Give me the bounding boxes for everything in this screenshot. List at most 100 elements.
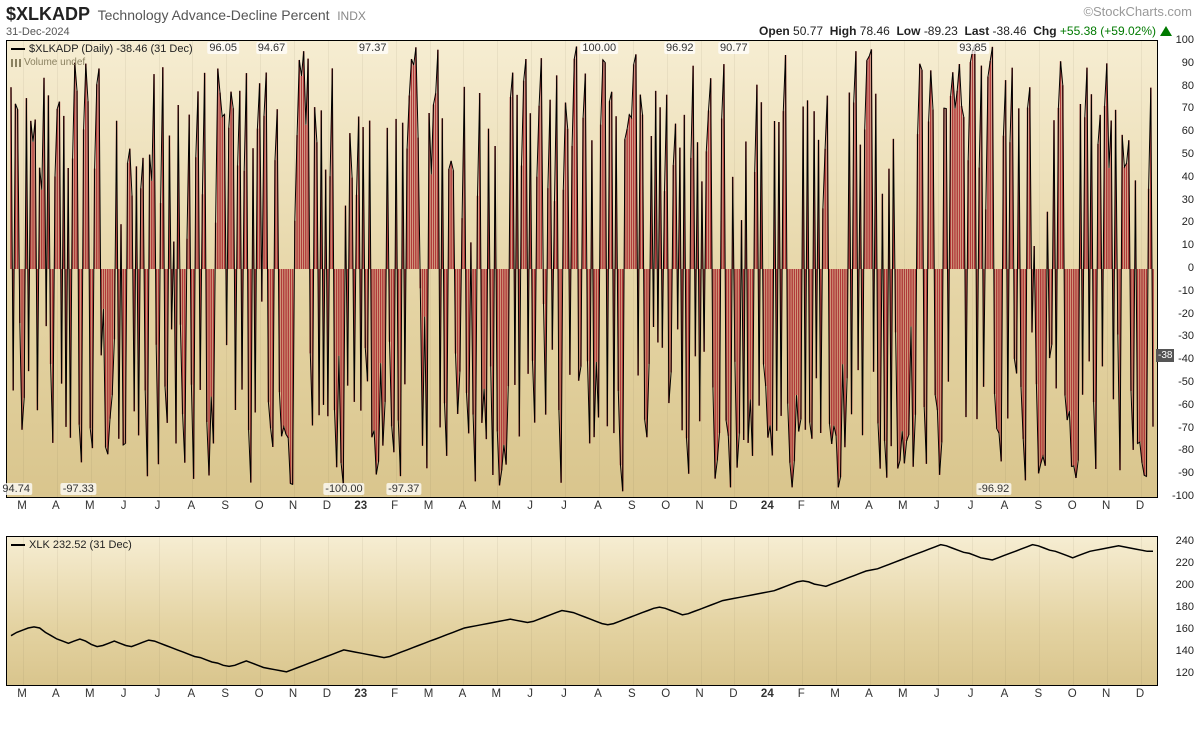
month-label: A: [1001, 500, 1009, 512]
month-label: F: [798, 500, 805, 512]
peak-label: 96.92: [664, 42, 696, 54]
month-label: D: [729, 500, 737, 512]
month-label: A: [188, 688, 196, 700]
month-label: J: [121, 688, 127, 700]
month-label: J: [527, 688, 533, 700]
month-label: A: [594, 500, 602, 512]
month-label: M: [17, 688, 27, 700]
month-label: M: [17, 500, 27, 512]
y-tick-label: 120: [1176, 667, 1194, 679]
last-value: -38.46: [993, 24, 1027, 38]
month-label: M: [830, 688, 840, 700]
month-label: J: [968, 688, 974, 700]
chart-container: $XLKADP Technology Advance-Decline Perce…: [0, 0, 1200, 734]
change-up-icon: [1160, 26, 1172, 36]
month-label: 23: [354, 688, 367, 700]
month-label: S: [221, 500, 229, 512]
month-label: J: [527, 500, 533, 512]
chart-header: $XLKADP Technology Advance-Decline Perce…: [6, 4, 1194, 25]
month-label: O: [1068, 688, 1077, 700]
watermark-text: ©StockCharts.com: [1083, 4, 1192, 19]
y-tick-label: 40: [1182, 171, 1194, 183]
month-label: S: [628, 500, 636, 512]
month-label: D: [323, 688, 331, 700]
y-tick-label: -70: [1178, 422, 1194, 434]
month-label: J: [561, 500, 567, 512]
month-label: J: [934, 500, 940, 512]
last-label: Last: [965, 24, 990, 38]
month-label: J: [155, 500, 161, 512]
month-label: M: [492, 500, 502, 512]
sub-chart-panel[interactable]: XLK 232.52 (31 Dec): [6, 536, 1158, 686]
month-label: N: [289, 500, 297, 512]
trough-label: -96.92: [976, 483, 1011, 495]
chart-date: 31-Dec-2024: [6, 26, 70, 38]
main-legend-text: $XLKADP (Daily) -38.46 (31 Dec): [29, 43, 193, 55]
month-label: S: [1035, 500, 1043, 512]
month-label: M: [898, 500, 908, 512]
y-tick-label: 60: [1182, 125, 1194, 137]
month-label: O: [255, 500, 264, 512]
sub-chart-svg: [7, 537, 1157, 685]
y-tick-label: 200: [1176, 579, 1194, 591]
month-label: O: [661, 688, 670, 700]
month-label: N: [289, 688, 297, 700]
main-chart-panel[interactable]: $XLKADP (Daily) -38.46 (31 Dec) Volume u…: [6, 40, 1158, 498]
y-tick-label: 100: [1176, 34, 1194, 46]
ticker-symbol: $XLKADP: [6, 4, 90, 24]
volume-bars-icon: [11, 59, 21, 67]
trough-label: 94.74: [0, 483, 32, 495]
open-label: Open: [759, 24, 790, 38]
month-label: N: [1102, 500, 1110, 512]
month-label: S: [1035, 688, 1043, 700]
month-label: A: [459, 500, 467, 512]
peak-label: 97.37: [357, 42, 389, 54]
y-tick-label: -100: [1172, 490, 1194, 502]
month-label: M: [85, 688, 95, 700]
high-value: 78.46: [860, 24, 890, 38]
trough-label: -100.00: [323, 483, 364, 495]
y-tick-label: -20: [1178, 308, 1194, 320]
main-last-marker: -38: [1156, 349, 1174, 362]
ticker-type: INDX: [337, 9, 366, 23]
month-label: D: [323, 500, 331, 512]
low-value: -89.23: [924, 24, 958, 38]
chg-value: +55.38 (+59.02%): [1060, 24, 1156, 38]
trough-label: -97.37: [386, 483, 421, 495]
month-label: A: [52, 688, 60, 700]
y-tick-label: -30: [1178, 330, 1194, 342]
y-tick-label: -10: [1178, 285, 1194, 297]
month-label: D: [1136, 688, 1144, 700]
month-label: M: [492, 688, 502, 700]
sub-y-axis: 120140160180200220240: [1162, 536, 1194, 684]
month-label: 24: [761, 500, 774, 512]
high-label: High: [830, 24, 857, 38]
sub-legend: XLK 232.52 (31 Dec): [11, 539, 132, 551]
y-tick-label: 50: [1182, 148, 1194, 160]
y-tick-label: 180: [1176, 601, 1194, 613]
legend-line-icon: [11, 544, 25, 546]
y-tick-label: 90: [1182, 57, 1194, 69]
y-tick-label: -60: [1178, 399, 1194, 411]
month-label: O: [661, 500, 670, 512]
y-tick-label: -90: [1178, 467, 1194, 479]
y-tick-label: -80: [1178, 444, 1194, 456]
month-label: O: [1068, 500, 1077, 512]
main-x-axis: MAMJJASOND23FMAMJJASOND24FMAMJJASOND: [6, 498, 1156, 516]
month-label: S: [628, 688, 636, 700]
y-tick-label: -50: [1178, 376, 1194, 388]
month-label: F: [391, 500, 398, 512]
y-tick-label: 0: [1188, 262, 1194, 274]
month-label: A: [865, 500, 873, 512]
month-label: A: [594, 688, 602, 700]
main-legend: $XLKADP (Daily) -38.46 (31 Dec): [11, 43, 193, 55]
month-label: A: [188, 500, 196, 512]
month-label: 24: [761, 688, 774, 700]
peak-label: 100.00: [580, 42, 618, 54]
main-y-axis: -100-90-80-70-60-50-40-30-20-10010203040…: [1162, 40, 1194, 496]
sub-x-axis: MAMJJASOND23FMAMJJASOND24FMAMJJASOND: [6, 686, 1156, 704]
month-label: N: [695, 500, 703, 512]
month-label: A: [459, 688, 467, 700]
month-label: F: [798, 688, 805, 700]
month-label: D: [729, 688, 737, 700]
